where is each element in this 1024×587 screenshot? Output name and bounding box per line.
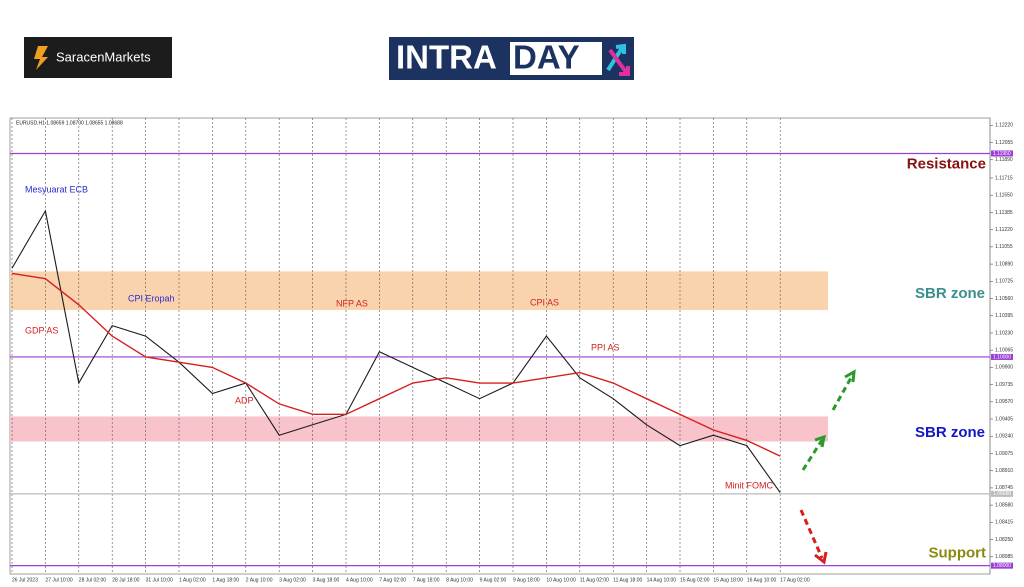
y-tick-label: 1.08415	[995, 520, 1013, 526]
x-tick-label: 26 Jul 2023	[12, 577, 38, 583]
logo-icon	[34, 46, 48, 70]
x-tick-label: 3 Aug 02:00	[279, 577, 306, 583]
banner-text: DAY	[513, 39, 580, 76]
level-name: Support	[929, 545, 987, 562]
x-tick-label: 15 Aug 02:00	[680, 577, 710, 583]
logo-box	[24, 37, 172, 78]
y-tick-label: 1.08085	[995, 554, 1013, 560]
annotation: NFP AS	[336, 298, 368, 308]
x-tick-label: 10 Aug 10:00	[546, 577, 576, 583]
x-tick-label: 4 Aug 10:00	[346, 577, 373, 583]
zone	[10, 271, 828, 310]
annotation: Minit FOMC	[725, 480, 773, 490]
x-tick-label: 11 Aug 02:00	[580, 577, 609, 583]
x-tick-label: 2 Aug 10:00	[246, 577, 273, 583]
arrows	[799, 369, 856, 565]
x-tick-label: 15 Aug 18:00	[713, 577, 743, 583]
x-tick-label: 17 Aug 02:00	[780, 577, 810, 583]
x-tick-label: 27 Jul 10:00	[45, 577, 72, 583]
level-name: Resistance	[907, 155, 986, 172]
chart-header: EURUSD,H1 1.08659 1.08700 1.08655 1.0868…	[16, 120, 123, 126]
level-label: 1.11950	[993, 151, 1011, 157]
zone-label: SBR zone	[915, 285, 985, 302]
y-tick-label: 1.09075	[995, 451, 1013, 457]
level-tag	[991, 562, 1013, 569]
banner-arrow	[608, 48, 630, 76]
x-tick-label: 28 Jul 18:00	[112, 577, 139, 583]
y-tick-label: 1.09405	[995, 416, 1013, 422]
annotation: Mesyuarat ECB	[25, 184, 88, 194]
y-tick-label: 1.10560	[995, 296, 1013, 302]
y-tick-label: 1.08580	[995, 502, 1013, 508]
y-tick-label: 1.11220	[995, 227, 1013, 233]
zone-label: SBR zone	[915, 424, 985, 441]
y-tick-label: 1.09900	[995, 365, 1013, 371]
level-tag	[991, 490, 1013, 497]
logo-text: SaracenMarkets	[56, 49, 151, 64]
y-tick-label: 1.12220	[995, 123, 1013, 129]
banner-text: INTRA	[396, 39, 497, 76]
y-tick-label: 1.10890	[995, 261, 1013, 267]
y-tick-label: 1.11055	[995, 244, 1013, 250]
annotation: GDP AS	[25, 325, 58, 335]
zone	[10, 416, 828, 442]
x-tick-label: 11 Aug 18:00	[613, 577, 642, 583]
y-tick-label: 1.09240	[995, 434, 1013, 440]
level-tag	[991, 150, 1013, 157]
level-label: 1.08000	[993, 563, 1011, 569]
x-tick-label: 7 Aug 18:00	[413, 577, 440, 583]
y-tick-label: 1.08745	[995, 485, 1013, 491]
x-tick-label: 31 Jul 10:00	[146, 577, 173, 583]
plot-frame	[9, 117, 991, 575]
y-tick-label: 1.10395	[995, 313, 1013, 319]
y-tick-label: 1.11385	[995, 210, 1013, 216]
y-tick-label: 1.08250	[995, 537, 1013, 543]
x-tick-label: 28 Jul 02:00	[79, 577, 106, 583]
level-label: 1.10000	[993, 354, 1011, 360]
x-tick-label: 7 Aug 02:00	[379, 577, 406, 583]
x-tick-label: 1 Aug 18:00	[212, 577, 239, 583]
series-line	[11, 209, 781, 493]
y-tick-label: 1.09570	[995, 399, 1013, 405]
x-tick-label: 9 Aug 02:00	[480, 577, 507, 583]
annotation: PPI AS	[591, 342, 620, 352]
y-tick-label: 1.10230	[995, 330, 1013, 336]
x-tick-label: 16 Aug 10:00	[747, 577, 777, 583]
x-tick-label: 8 Aug 10:00	[446, 577, 473, 583]
y-tick-label: 1.10065	[995, 348, 1013, 354]
x-tick-label: 14 Aug 10:00	[647, 577, 677, 583]
y-tick-label: 1.10725	[995, 279, 1013, 285]
y-tick-label: 1.11550	[995, 193, 1013, 199]
x-tick-label: 3 Aug 18:00	[313, 577, 340, 583]
level-label: 1.08688	[993, 491, 1011, 497]
y-tick-label: 1.09735	[995, 382, 1013, 388]
y-tick-label: 1.11715	[995, 175, 1013, 181]
level-tag	[991, 353, 1013, 360]
annotation: ADP	[235, 395, 254, 405]
x-tick-label: 1 Aug 02:00	[179, 577, 206, 583]
y-tick-label: 1.12055	[995, 140, 1013, 146]
annotation: CPI Eropah	[128, 293, 175, 303]
banner-box	[510, 42, 602, 75]
annotation: CPI AS	[530, 297, 559, 307]
series-line	[11, 272, 781, 457]
y-tick-label: 1.08910	[995, 468, 1013, 474]
y-tick-label: 1.11890	[995, 157, 1013, 163]
x-tick-label: 9 Aug 18:00	[513, 577, 540, 583]
